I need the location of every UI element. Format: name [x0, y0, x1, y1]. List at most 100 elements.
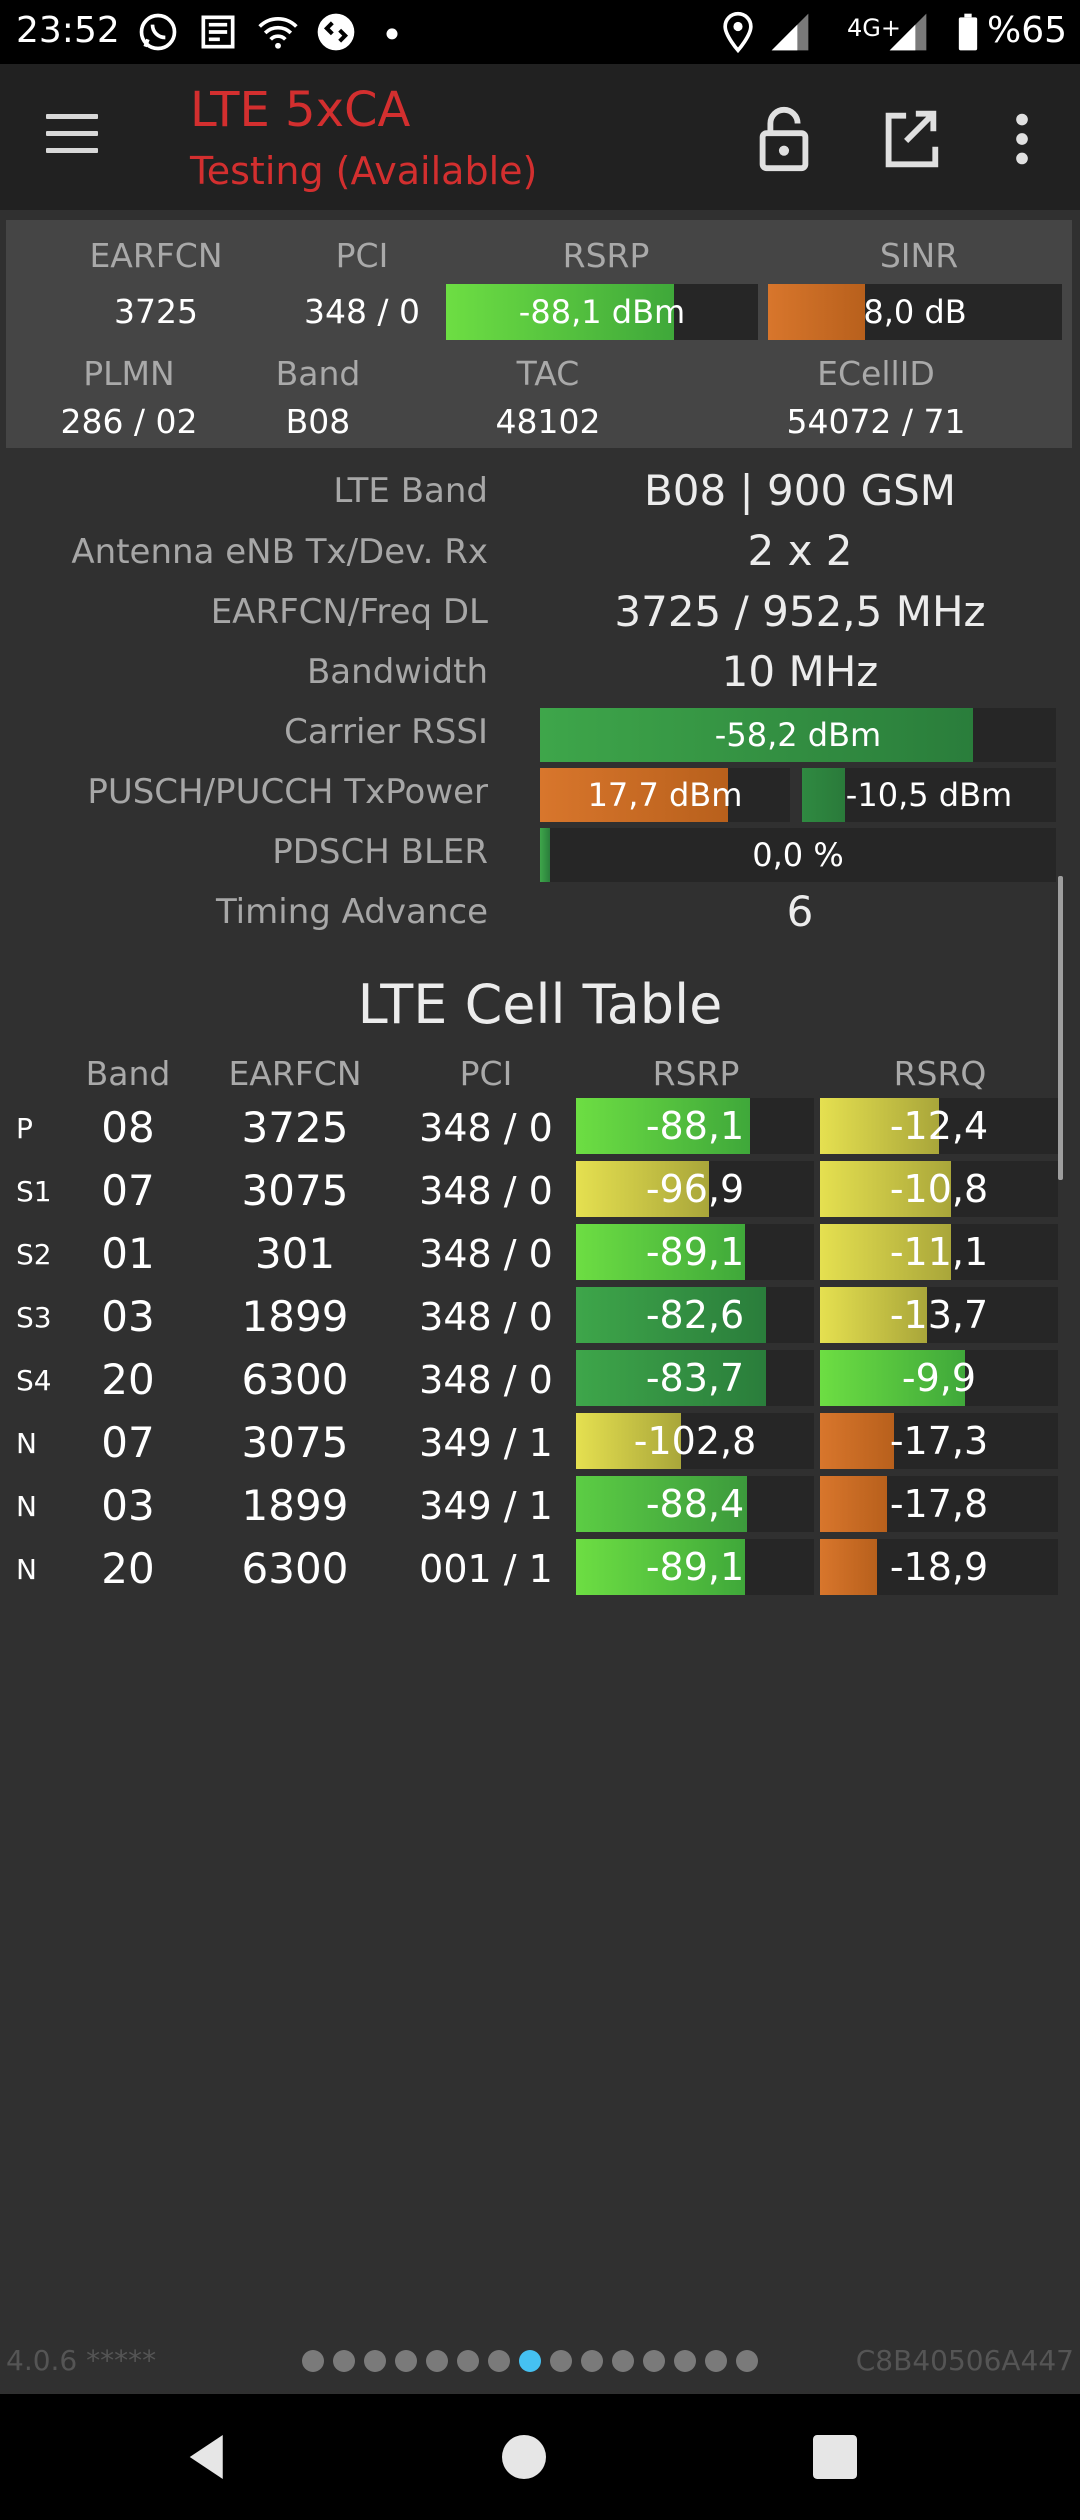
col-pci-header: PCI: [459, 1054, 513, 1093]
page-dot[interactable]: [674, 2350, 696, 2372]
timing-advance-label: Timing Advance: [215, 892, 488, 932]
cell-rsrq: -18,9: [889, 1545, 989, 1589]
app-version: 4.0.6 *****: [6, 2344, 157, 2377]
cell-band: 20: [101, 1544, 155, 1593]
network-type: 4G+: [847, 14, 901, 42]
cell-rsrp-meter: -88,1: [576, 1098, 814, 1154]
cell-rsrp: -83,7: [645, 1356, 745, 1400]
cell-type: S1: [16, 1175, 52, 1208]
cell-rsrq-meter: -11,1: [820, 1224, 1058, 1280]
dot-icon: [386, 28, 398, 40]
page-dot[interactable]: [736, 2350, 758, 2372]
page-dot[interactable]: [519, 2350, 541, 2372]
recents-icon[interactable]: [802, 2424, 868, 2490]
cell-earfcn: 3725: [241, 1103, 349, 1152]
pucch-txpower-meter: -10,5 dBm: [802, 768, 1056, 822]
cell-pci: 348 / 0: [419, 1295, 553, 1339]
cell-pci: 001 / 1: [419, 1547, 553, 1591]
ecellid-label: ECellID: [817, 354, 935, 393]
cell-earfcn: 6300: [241, 1544, 349, 1593]
pusch-txpower-value: 17,7 dBm: [587, 776, 743, 814]
cell-rsrq-meter: -12,4: [820, 1098, 1058, 1154]
scrollbar[interactable]: [1058, 876, 1063, 1180]
cell-table-title: LTE Cell Table: [357, 973, 723, 1036]
navigation-bar: [0, 2394, 1080, 2520]
pucch-txpower-value: -10,5 dBm: [845, 776, 1013, 814]
cell-band: 01: [101, 1229, 155, 1278]
cell-rsrq: -9,9: [901, 1356, 977, 1400]
app-subtitle: Testing (Available): [190, 149, 538, 193]
page-dot[interactable]: [333, 2350, 355, 2372]
cell-rsrp-meter: -96,9: [576, 1161, 814, 1217]
more-vert-icon[interactable]: [1002, 104, 1042, 174]
cell-earfcn: 3075: [241, 1418, 349, 1467]
earfcn-value: 3725: [114, 292, 198, 331]
page-dot[interactable]: [705, 2350, 727, 2372]
band-value: B08: [285, 402, 351, 441]
cell-type: P: [16, 1112, 33, 1145]
serving-cell-summary: EARFCN PCI RSRP SINR 3725 348 / 0 -88,1 …: [6, 220, 1072, 448]
back-icon[interactable]: [176, 2424, 242, 2490]
whatsapp-icon: [139, 13, 177, 51]
cell-rsrq-meter: -18,9: [820, 1539, 1058, 1595]
cell-band: 07: [101, 1166, 155, 1215]
page-dot[interactable]: [395, 2350, 417, 2372]
cell-rsrp: -96,9: [645, 1167, 745, 1211]
cell-rsrq-meter: -9,9: [820, 1350, 1058, 1406]
bandwidth-label: Bandwidth: [306, 652, 488, 692]
cell-rsrq: -12,4: [889, 1104, 989, 1148]
menu-icon[interactable]: [46, 114, 98, 156]
page-dot[interactable]: [612, 2350, 634, 2372]
lock-icon[interactable]: [752, 104, 816, 174]
cell-rsrq: -17,8: [889, 1482, 989, 1526]
earfcn-freq-label: EARFCN/Freq DL: [210, 592, 488, 632]
battery-icon: [958, 13, 978, 51]
antenna-label: Antenna eNB Tx/Dev. Rx: [71, 532, 488, 572]
tac-label: TAC: [516, 354, 580, 393]
wifi-icon: [258, 16, 298, 49]
page-dot[interactable]: [581, 2350, 603, 2372]
cell-type: N: [16, 1427, 37, 1460]
cell-pci: 348 / 0: [419, 1232, 553, 1276]
page-dot[interactable]: [457, 2350, 479, 2372]
cell-rsrq-meter: -17,3: [820, 1413, 1058, 1469]
cell-band: 08: [101, 1103, 155, 1152]
cell-rsrp-meter: -89,1: [576, 1224, 814, 1280]
cell-rsrq: -11,1: [889, 1230, 989, 1274]
rsrp-value: -88,1 dBm: [518, 293, 686, 331]
txpower-label: PUSCH/PUCCH TxPower: [87, 772, 488, 812]
cell-rsrq-meter: -13,7: [820, 1287, 1058, 1343]
cell-rsrp: -82,6: [645, 1293, 745, 1337]
page-dot[interactable]: [550, 2350, 572, 2372]
cell-earfcn: 6300: [241, 1355, 349, 1404]
cell-earfcn: 1899: [241, 1481, 349, 1530]
cell-rsrp-meter: -82,6: [576, 1287, 814, 1343]
status-bar: 23:52 4G+: [0, 0, 1080, 64]
device-id: C8B40506A447: [855, 2344, 1074, 2377]
home-icon[interactable]: [491, 2424, 557, 2490]
cell-rsrp-meter: -88,4: [576, 1476, 814, 1532]
open-external-icon[interactable]: [878, 104, 942, 174]
page-dot[interactable]: [426, 2350, 448, 2372]
cell-rsrp: -89,1: [645, 1545, 745, 1589]
col-rsrq-header: RSRQ: [893, 1054, 987, 1093]
col-rsrp-header: RSRP: [652, 1054, 740, 1093]
page-dot[interactable]: [488, 2350, 510, 2372]
cell-rsrp: -88,1: [645, 1104, 745, 1148]
pusch-txpower-meter: 17,7 dBm: [540, 768, 790, 822]
page-dot[interactable]: [364, 2350, 386, 2372]
page-indicator[interactable]: [302, 2350, 758, 2372]
bler-value: 0,0 %: [752, 836, 844, 874]
earfcn-freq-value: 3725 / 952,5 MHz: [614, 587, 986, 636]
earfcn-label: EARFCN: [89, 236, 223, 275]
col-earfcn-header: EARFCN: [228, 1054, 362, 1093]
app-bar: LTE 5xCA Testing (Available): [0, 64, 1080, 210]
pci-label: PCI: [335, 236, 389, 275]
cell-rsrp: -88,4: [645, 1482, 745, 1526]
lte-band-label: LTE Band: [333, 471, 488, 511]
cell-rsrq: -10,8: [889, 1167, 989, 1211]
cell-pci: 349 / 1: [419, 1421, 553, 1465]
signal-icon: [771, 13, 809, 51]
page-dot[interactable]: [643, 2350, 665, 2372]
page-dot[interactable]: [302, 2350, 324, 2372]
